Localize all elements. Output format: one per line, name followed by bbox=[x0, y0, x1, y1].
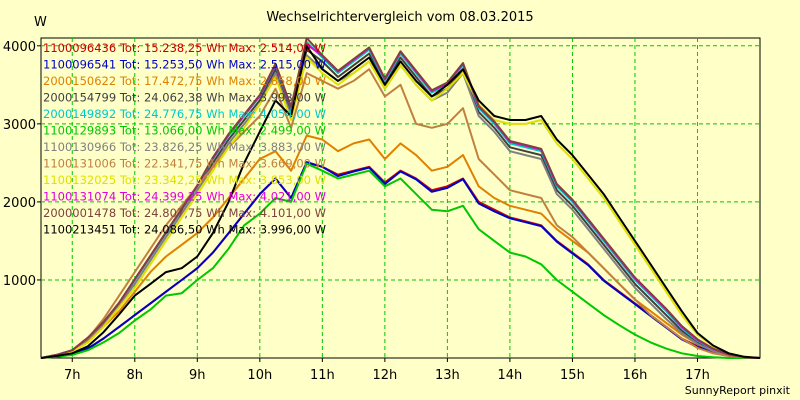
legend-entry: 2000149892 Tot: 24.776,75 Wh Max: 4.054,… bbox=[43, 107, 326, 121]
series-line bbox=[40, 37, 761, 359]
x-tick-label: 9h bbox=[189, 368, 206, 383]
x-tick-label: 8h bbox=[127, 368, 144, 383]
legend-entry: 1100131074 Tot: 24.399,25 Wh Max: 4.021,… bbox=[43, 190, 326, 204]
x-tick-label: 15h bbox=[560, 368, 585, 383]
y-tick-label: 3000 bbox=[3, 118, 36, 133]
series-line bbox=[40, 161, 761, 359]
plot-frame bbox=[40, 37, 761, 359]
y-tick-label: 1000 bbox=[3, 274, 36, 289]
legend-entry: 2000150622 Tot: 17.472,75 Wh Max: 2.858,… bbox=[43, 74, 326, 88]
chart-title: Wechselrichtervergleich vom 08.03.2015 bbox=[266, 10, 534, 25]
x-tick-label: 14h bbox=[498, 368, 523, 383]
legend-entry: 1100129893 Tot: 13.066,00 Wh Max: 2.499,… bbox=[43, 124, 326, 138]
y-tick-label: 2000 bbox=[3, 196, 36, 211]
legend-entry: 1100096541 Tot: 15.253,50 Wh Max: 2.515,… bbox=[43, 58, 326, 72]
legend-entry: 2000001478 Tot: 24.807,75 Wh Max: 4.101,… bbox=[43, 206, 326, 220]
footer-credit: SunnyReport pinxit bbox=[684, 384, 790, 397]
x-tick-label: 10h bbox=[247, 368, 272, 383]
series-line bbox=[40, 56, 761, 359]
series-line bbox=[40, 68, 761, 359]
legend-entry: 1100213451 Tot: 24.086,50 Wh Max: 3.996,… bbox=[43, 223, 326, 237]
x-tick-label: 16h bbox=[623, 368, 648, 383]
y-tick-label: 4000 bbox=[3, 40, 36, 55]
legend-entry: 1100132025 Tot: 23.342,25 Wh Max: 3.853,… bbox=[43, 173, 326, 187]
x-tick-label: 12h bbox=[372, 368, 397, 383]
series-line bbox=[40, 162, 760, 359]
y-axis-unit-label: W bbox=[34, 15, 47, 30]
legend-entry: 2000154799 Tot: 24.062,38 Wh Max: 3.993,… bbox=[43, 91, 326, 105]
x-tick-label: 13h bbox=[435, 368, 460, 383]
x-tick-label: 17h bbox=[685, 368, 710, 383]
x-tick-label: 11h bbox=[310, 368, 335, 383]
x-tick-label: 7h bbox=[64, 368, 81, 383]
legend-entry: 1100131006 Tot: 22.341,75 Wh Max: 3.669,… bbox=[43, 157, 326, 171]
series-line bbox=[40, 45, 761, 359]
legend-entry: 1100096436 Tot: 15.238,25 Wh Max: 2.514,… bbox=[43, 41, 326, 55]
legend-entry: 1100130966 Tot: 23.826,25 Wh Max: 3.883,… bbox=[43, 140, 326, 154]
